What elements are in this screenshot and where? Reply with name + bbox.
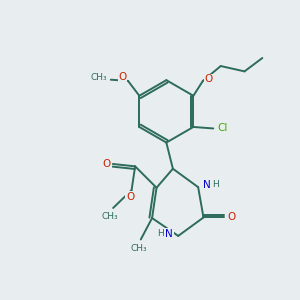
- Text: N: N: [165, 229, 173, 238]
- Text: N: N: [203, 180, 211, 190]
- Text: CH₃: CH₃: [91, 73, 107, 82]
- Text: H: H: [212, 180, 219, 189]
- Text: O: O: [227, 212, 235, 223]
- Text: CH₃: CH₃: [102, 212, 119, 221]
- Text: O: O: [204, 74, 212, 84]
- Text: O: O: [103, 159, 111, 169]
- Text: O: O: [126, 192, 134, 202]
- Text: CH₃: CH₃: [131, 244, 148, 253]
- Text: H: H: [158, 229, 164, 238]
- Text: Cl: Cl: [217, 124, 227, 134]
- Text: O: O: [118, 72, 127, 82]
